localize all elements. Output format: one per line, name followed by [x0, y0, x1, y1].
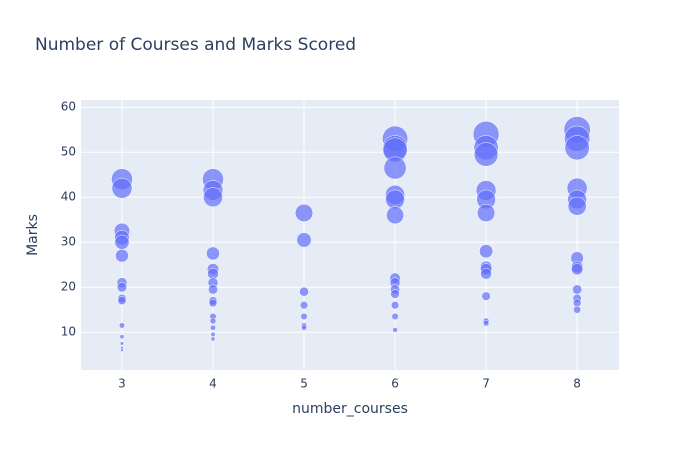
bubble [477, 203, 496, 222]
y-tick-label: 20 [61, 280, 76, 294]
bubble [481, 291, 491, 301]
bubble [120, 348, 124, 352]
bubble [210, 324, 216, 331]
bubble [386, 206, 404, 225]
bubble [391, 312, 399, 320]
bubble [390, 289, 400, 299]
y-tick-label: 40 [61, 190, 76, 204]
bubble [390, 301, 400, 310]
y-axis-title: Marks [25, 214, 41, 256]
bubble [392, 327, 398, 333]
bubble [300, 312, 308, 320]
bubble [208, 284, 218, 295]
x-tick-label: 7 [482, 377, 490, 391]
bubble [479, 244, 494, 259]
bubble [119, 334, 125, 340]
bubble [301, 324, 307, 331]
bubble [209, 317, 217, 325]
x-tick-label: 3 [118, 377, 126, 391]
y-tick-label: 10 [61, 325, 76, 339]
bubble [385, 189, 405, 210]
y-tick-label: 30 [61, 235, 76, 249]
bubble [208, 298, 218, 308]
bubble [116, 282, 128, 293]
bubble [117, 296, 127, 306]
bubble [299, 301, 309, 310]
bubble [206, 246, 220, 261]
bubble [473, 142, 499, 167]
bubble [295, 203, 314, 222]
x-tick-label: 6 [391, 377, 399, 391]
bubble [567, 196, 587, 216]
bubble [114, 234, 130, 250]
bubble [572, 284, 583, 295]
plot-area [81, 100, 619, 370]
bubble [571, 263, 584, 276]
y-tick-label: 50 [61, 145, 76, 159]
y-tick-label: 60 [61, 100, 76, 114]
bubble [118, 322, 125, 329]
bubble [210, 331, 216, 337]
bubble [573, 305, 581, 314]
x-axis-title: number_courses [292, 401, 408, 417]
chart-title: Number of Courses and Marks Scored [35, 35, 356, 55]
bubble [564, 135, 590, 161]
bubble [111, 177, 133, 199]
bubble [203, 187, 223, 208]
x-tick-label: 5 [300, 377, 308, 391]
bubble [210, 336, 216, 342]
x-tick-label: 4 [209, 377, 217, 391]
bubble [480, 267, 492, 280]
bubble [115, 248, 129, 263]
bubble [383, 156, 407, 180]
bubble [296, 232, 312, 248]
bubble [572, 298, 582, 308]
bubble [299, 286, 309, 297]
x-tick-label: 8 [573, 377, 581, 391]
bubble [482, 320, 490, 327]
bubble [119, 341, 125, 346]
